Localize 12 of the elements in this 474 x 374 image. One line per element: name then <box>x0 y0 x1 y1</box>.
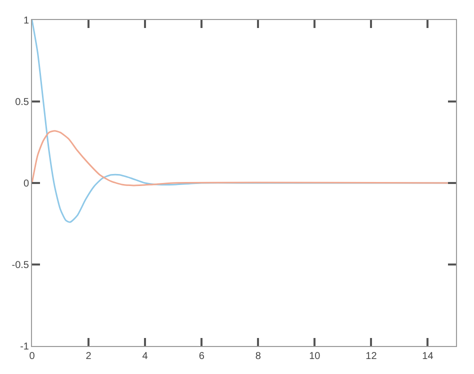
y-tick-label: 1 <box>23 16 30 26</box>
x-tick-label: 4 <box>142 351 148 362</box>
x-tick-label: 14 <box>422 351 434 362</box>
y-tick-label: -1 <box>20 342 30 352</box>
y-tick-label: 0.5 <box>15 97 30 108</box>
y-tick-label: -0.5 <box>12 260 30 271</box>
x-tick-label: 2 <box>86 351 92 362</box>
x-tick-label: 8 <box>255 351 262 362</box>
x-tick-label: 6 <box>198 351 205 362</box>
x-tick-label: 12 <box>366 351 378 362</box>
y-tick-label: 0 <box>23 178 30 190</box>
x-tick-label: 10 <box>309 351 321 362</box>
